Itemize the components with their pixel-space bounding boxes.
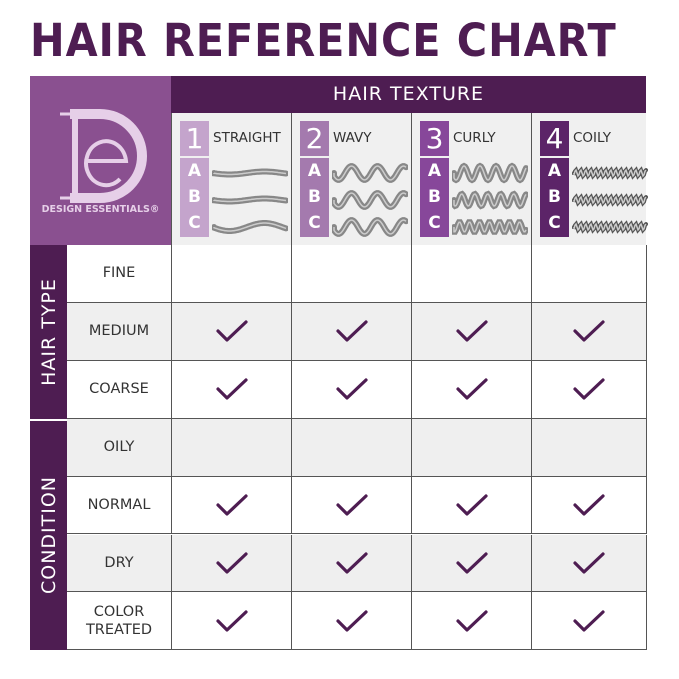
subtype-label: A <box>187 161 202 181</box>
texture-name: STRAIGHT <box>213 130 281 146</box>
checkmark-icon <box>215 378 248 400</box>
subtype-label: A <box>307 161 322 181</box>
hair-strand-icon <box>212 168 288 234</box>
texture-wavy: 2 A B C WAVY <box>291 113 411 245</box>
table-cell <box>531 245 647 303</box>
group-label-text: CONDITION <box>37 476 60 595</box>
texture-coily: 4 A B C COILY <box>531 113 648 245</box>
texture-name: COILY <box>573 130 612 146</box>
table-cell <box>531 302 647 361</box>
texture-number: 2 <box>300 121 329 156</box>
table-cell <box>171 534 291 593</box>
brand-logo: DESIGN ESSENTIALS® <box>30 76 171 245</box>
checkmark-icon <box>215 610 248 632</box>
table-cell <box>531 476 647 535</box>
de-logo-icon <box>60 109 147 203</box>
hair-texture-header: HAIR TEXTURE <box>171 76 646 113</box>
checkmark-icon <box>335 378 368 400</box>
checkmark-icon <box>573 610 605 632</box>
table-cell <box>291 302 411 361</box>
subtype-label: A <box>547 161 562 181</box>
texture-number: 1 <box>180 121 209 156</box>
table-cell <box>411 360 531 419</box>
checkmark-icon <box>215 320 248 342</box>
table-cell <box>411 476 531 535</box>
hair-strand-icon <box>452 162 528 235</box>
texture-number: 3 <box>420 121 449 156</box>
subtype-label: B <box>548 187 561 207</box>
table-cell <box>171 360 291 419</box>
checkmark-icon <box>335 610 368 632</box>
brand-name: DESIGN ESSENTIALS® <box>41 204 160 215</box>
group-label-text: HAIR TYPE <box>37 277 60 386</box>
row-label: OILY <box>67 418 171 477</box>
table-cell <box>411 418 531 477</box>
checkmark-icon <box>335 494 368 516</box>
table-cell <box>531 534 647 593</box>
row-label: DRY <box>67 534 171 593</box>
checkmark-icon <box>573 494 605 516</box>
row-label: COARSE <box>67 361 171 419</box>
table-cell <box>171 418 291 477</box>
checkmark-icon <box>335 552 368 574</box>
table-cell <box>291 592 411 651</box>
row-label: MEDIUM <box>67 302 171 361</box>
table-cell <box>171 245 291 303</box>
checkmark-icon <box>455 494 488 516</box>
hair-strand-icon <box>332 163 408 237</box>
subtype-label: C <box>308 213 321 233</box>
table-cell <box>531 360 647 419</box>
table-cell <box>411 245 531 303</box>
checkmark-icon <box>455 378 488 400</box>
table-cell <box>531 418 647 477</box>
checkmark-icon <box>455 610 488 632</box>
table-cell <box>171 592 291 651</box>
row-label: COLOR TREATED <box>67 592 171 651</box>
subtype-label: B <box>308 187 321 207</box>
texture-name: WAVY <box>333 130 372 146</box>
table-cell <box>411 302 531 361</box>
table-cell <box>291 360 411 419</box>
table-cell <box>171 476 291 535</box>
table-cell <box>291 245 411 303</box>
checkmark-icon <box>455 320 488 342</box>
group-label: CONDITION <box>30 418 67 651</box>
texture-number: 4 <box>540 121 569 156</box>
texture-straight: 1 A B C STRAIGHT <box>171 113 291 245</box>
checkmark-icon <box>215 494 248 516</box>
hair-strand-icon <box>572 166 648 234</box>
checkmark-icon <box>573 320 605 342</box>
row-label: FINE <box>67 245 171 303</box>
row-label: NORMAL <box>67 477 171 535</box>
table-cell <box>291 418 411 477</box>
subtype-label: C <box>548 213 561 233</box>
checkmark-icon <box>455 552 488 574</box>
checkmark-icon <box>573 378 605 400</box>
texture-curly: 3 A B C CURLY <box>411 113 531 245</box>
group-label: HAIR TYPE <box>30 245 67 419</box>
table-cell <box>531 592 647 651</box>
subtype-label: B <box>188 187 201 207</box>
page-title: HAIR REFERENCE CHART <box>30 14 617 67</box>
table-cell <box>171 302 291 361</box>
table-cell <box>411 534 531 593</box>
subtype-label: A <box>427 161 442 181</box>
subtype-label: B <box>428 187 441 207</box>
texture-name: CURLY <box>453 130 496 146</box>
checkmark-icon <box>215 552 248 574</box>
table-cell <box>291 534 411 593</box>
table-cell <box>291 476 411 535</box>
subtype-label: C <box>188 213 201 233</box>
checkmark-icon <box>573 552 605 574</box>
table-cell <box>411 592 531 651</box>
subtype-label: C <box>428 213 441 233</box>
checkmark-icon <box>335 320 368 342</box>
